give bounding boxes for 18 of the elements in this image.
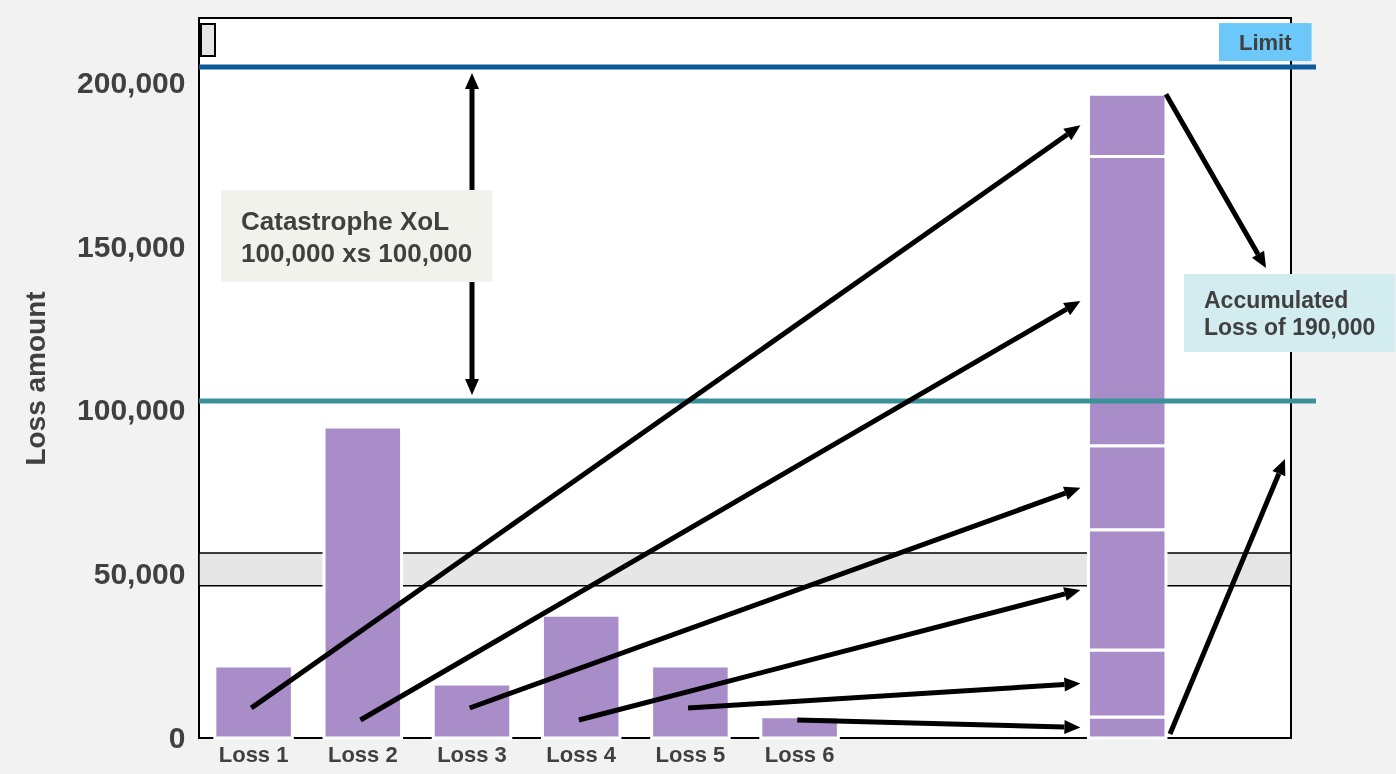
- x-tick-label: Loss 5: [655, 741, 726, 767]
- x-tick-label: Loss 3: [437, 741, 507, 767]
- x-tick-label: Loss 6: [764, 741, 835, 767]
- y-tick-label: 200,000: [77, 65, 186, 99]
- label-box: Limit: [1219, 23, 1312, 62]
- note-box: Catastrophe XoL 100,000 xs 100,000: [221, 190, 493, 282]
- x-tick-label: Loss 4: [546, 741, 617, 767]
- note-box: Accumulated Loss of 190,000: [1184, 274, 1396, 352]
- y-axis-title: Loss amount: [20, 291, 52, 466]
- ref-line-label: Limit: [1239, 30, 1293, 56]
- y-tick-label: 50,000: [93, 556, 186, 590]
- x-tick-label: Loss 1: [218, 741, 289, 767]
- annotation: Catastrophe XoL 100,000 xs 100,000: [241, 205, 473, 268]
- y-tick-label: 100,000: [77, 393, 186, 427]
- y-tick-label: 150,000: [77, 229, 186, 263]
- x-tick-label: Loss 2: [327, 741, 398, 767]
- y-tick-label: 0: [168, 720, 186, 754]
- annotation: Accumulated Loss of 190,000: [1204, 286, 1376, 340]
